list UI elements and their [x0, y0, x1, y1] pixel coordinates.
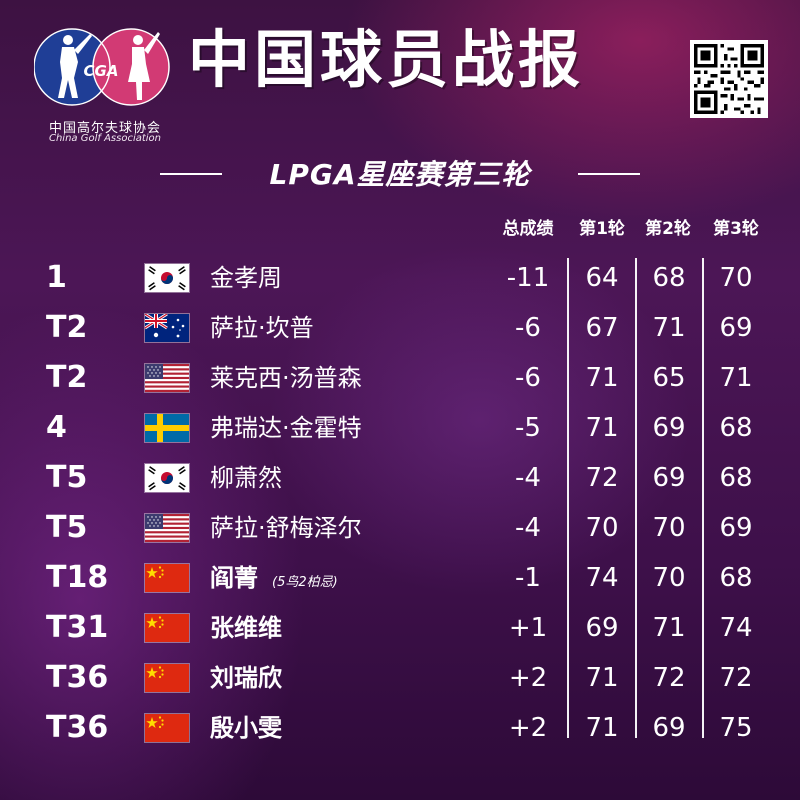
column-header-round2: 第2轮 — [645, 219, 691, 239]
flag-china-icon — [145, 664, 189, 692]
flag-usa-icon — [145, 514, 189, 542]
column-divider — [567, 258, 569, 738]
table-row: T2 萨拉·坎普 -6 67 71 69 — [0, 303, 800, 353]
round1-score: 71 — [585, 663, 619, 693]
player-name: 张维维 — [210, 614, 282, 642]
rank: T5 — [46, 460, 88, 495]
flag-korea-icon — [145, 464, 189, 492]
player-note: (5鸟2柏忌) — [272, 575, 338, 590]
player-name: 弗瑞达·金霍特 — [210, 414, 362, 442]
round3-score: 70 — [719, 263, 753, 293]
org-name-cn: 中国高尔夫球协会 — [48, 121, 161, 136]
round3-score: 68 — [719, 413, 753, 443]
player-name: 萨拉·舒梅泽尔 — [210, 514, 362, 542]
player-name: 萨拉·坎普 — [210, 314, 314, 342]
total-score: +2 — [508, 663, 548, 693]
page-title: 中国球员战报 — [188, 23, 585, 96]
total-score: -6 — [515, 313, 541, 343]
round3-score: 68 — [719, 563, 753, 593]
player-name: 金孝周 — [210, 264, 282, 292]
rank: T2 — [46, 310, 88, 345]
player-name: 莱克西·汤普森 — [210, 364, 362, 392]
total-score: -6 — [515, 363, 541, 393]
table-row: 4 弗瑞达·金霍特 -5 71 69 68 — [0, 403, 800, 453]
round1-score: 71 — [585, 713, 619, 743]
qr-code[interactable] — [690, 40, 768, 118]
table-row: T36 刘瑞欣 +2 71 72 72 — [0, 653, 800, 703]
round1-score: 72 — [585, 463, 619, 493]
rank: T5 — [46, 510, 88, 545]
player-name: 柳萧然 — [210, 464, 282, 492]
column-divider — [635, 258, 637, 738]
total-score: -1 — [515, 563, 541, 593]
flag-usa-icon — [145, 364, 189, 392]
round2-score: 72 — [652, 663, 686, 693]
round2-score: 69 — [652, 463, 686, 493]
player-name: 殷小雯 — [210, 714, 282, 742]
column-header-total: 总成绩 — [502, 219, 554, 239]
total-score: -4 — [515, 513, 541, 543]
round2-score: 71 — [652, 313, 686, 343]
round2-score: 65 — [652, 363, 686, 393]
rank: 1 — [46, 260, 67, 295]
player-name: 阎菁 (5鸟2柏忌) — [210, 564, 338, 592]
total-score: +2 — [508, 713, 548, 743]
table-row: 1 金孝周 -11 64 68 70 — [0, 253, 800, 303]
table-row: T5 柳萧然 -4 72 69 68 — [0, 453, 800, 503]
flag-korea-icon — [145, 264, 189, 292]
flag-china-icon — [145, 614, 189, 642]
rank: 4 — [46, 410, 67, 445]
round3-score: 75 — [719, 713, 753, 743]
flag-sweden-icon — [145, 414, 189, 442]
flag-china-icon — [145, 564, 189, 592]
total-score: -4 — [515, 463, 541, 493]
round2-score: 70 — [652, 563, 686, 593]
subtitle-line-right — [578, 173, 640, 175]
rank: T31 — [46, 610, 109, 645]
round2-score: 71 — [652, 613, 686, 643]
org-name-en: China Golf Association — [48, 133, 162, 144]
column-header-round1: 第1轮 — [579, 219, 625, 239]
round1-score: 64 — [585, 263, 619, 293]
round2-score: 70 — [652, 513, 686, 543]
round3-score: 69 — [719, 513, 753, 543]
subtitle: LPGA星座赛第三轮 — [269, 158, 531, 191]
round2-score: 68 — [652, 263, 686, 293]
subtitle-line-left — [160, 173, 222, 175]
round1-score: 67 — [585, 313, 619, 343]
flag-china-icon — [145, 714, 189, 742]
total-score: -11 — [506, 263, 550, 293]
rank: T2 — [46, 360, 88, 395]
player-name: 刘瑞欣 — [210, 664, 282, 692]
round1-score: 70 — [585, 513, 619, 543]
table-row: T2 莱克西·汤普森 -6 71 65 71 — [0, 353, 800, 403]
table-row: T5 萨拉·舒梅泽尔 -4 70 70 69 — [0, 503, 800, 553]
flag-australia-icon — [145, 314, 189, 342]
table-row: T31 张维维 +1 69 71 74 — [0, 603, 800, 653]
round3-score: 74 — [719, 613, 753, 643]
round3-score: 72 — [719, 663, 753, 693]
rank: T18 — [46, 560, 109, 595]
column-divider — [702, 258, 704, 738]
logo-text: CGA — [84, 62, 119, 80]
round2-score: 69 — [652, 413, 686, 443]
table-row: T36 殷小雯 +2 71 69 75 — [0, 703, 800, 753]
total-score: -5 — [515, 413, 541, 443]
rank: T36 — [46, 660, 109, 695]
round1-score: 71 — [585, 413, 619, 443]
column-header-round3: 第3轮 — [713, 219, 759, 239]
rank: T36 — [46, 710, 109, 745]
cga-logo: CGA — [33, 22, 170, 108]
round2-score: 69 — [652, 713, 686, 743]
round3-score: 69 — [719, 313, 753, 343]
round1-score: 74 — [585, 563, 619, 593]
round1-score: 69 — [585, 613, 619, 643]
round1-score: 71 — [585, 363, 619, 393]
total-score: +1 — [508, 613, 548, 643]
round3-score: 71 — [719, 363, 753, 393]
table-row: T18 阎菁 (5鸟2柏忌) -1 74 70 68 — [0, 553, 800, 603]
round3-score: 68 — [719, 463, 753, 493]
